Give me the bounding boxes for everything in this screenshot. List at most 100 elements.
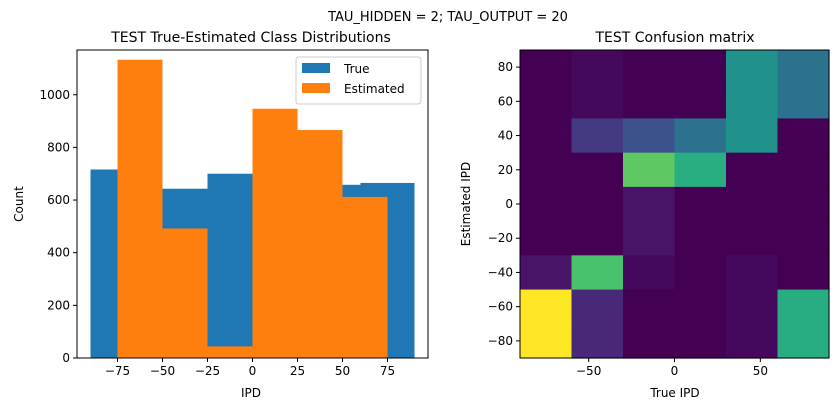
confusion-y-label: Estimated IPD — [459, 162, 473, 246]
histogram-title: TEST True-Estimated Class Distributions — [110, 30, 391, 46]
heatmap-cell — [674, 84, 727, 120]
heatmap-cell — [726, 255, 779, 291]
heatmap-cell — [520, 152, 573, 188]
heatmap-cell — [726, 118, 779, 154]
heatmap-cell — [777, 118, 830, 154]
bar-estimated-2 — [207, 346, 253, 358]
heatmap-cell — [520, 118, 573, 154]
heatmap-cell — [571, 323, 624, 359]
heatmap-cell — [726, 186, 779, 222]
heatmap-cell — [623, 118, 676, 154]
heatmap-cell — [571, 50, 624, 85]
heatmap-cell — [571, 289, 624, 325]
heatmap-cell — [777, 289, 830, 325]
heatmap-cell — [571, 186, 624, 222]
heatmap-cell — [623, 323, 676, 359]
x-tick-label: 50 — [335, 364, 350, 378]
bar-estimated-3 — [252, 108, 298, 358]
heatmap-cell — [623, 186, 676, 222]
histogram-legend: True Estimated — [295, 56, 422, 105]
suptitle: TAU_HIDDEN = 2; TAU_OUTPUT = 20 — [327, 10, 568, 25]
confusion-matrix-chart: TEST Confusion matrix −50 0 50 −80 −60 −40 −2… — [459, 30, 830, 400]
heatmap-cell — [520, 221, 573, 256]
heatmap-cell — [520, 84, 573, 120]
x-tick-label: 75 — [380, 364, 395, 378]
bar-estimated-0 — [117, 59, 163, 358]
heatmap-cell — [623, 221, 676, 256]
x-tick-label: 25 — [290, 364, 305, 378]
heatmap-cell — [777, 255, 830, 291]
y-tick-label: −20 — [488, 231, 513, 245]
legend-swatch-true — [302, 63, 330, 73]
heatmap-cell — [726, 323, 779, 359]
y-tick-label: 400 — [47, 246, 70, 260]
heatmap-cell — [623, 84, 676, 120]
bar-estimated-4 — [297, 130, 343, 358]
y-tick-label: 20 — [498, 163, 513, 177]
heatmap-cell — [623, 50, 676, 85]
confusion-cells — [520, 50, 830, 359]
heatmap-cell — [777, 221, 830, 256]
bar-true-0 — [90, 169, 118, 358]
heatmap-cell — [777, 152, 830, 188]
y-tick-label: −40 — [488, 265, 513, 279]
heatmap-cell — [726, 84, 779, 120]
x-tick-label: −25 — [195, 364, 220, 378]
heatmap-cell — [726, 152, 779, 188]
legend-label-true: True — [343, 62, 370, 76]
y-tick-label: 600 — [47, 193, 70, 207]
y-tick-label: 1000 — [39, 88, 70, 102]
y-tick-label: −80 — [488, 334, 513, 348]
heatmap-cell — [777, 50, 830, 85]
heatmap-cell — [520, 323, 573, 359]
heatmap-cell — [520, 50, 573, 85]
bar-estimated-5 — [342, 196, 388, 358]
y-tick-label: 0 — [505, 197, 513, 211]
heatmap-cell — [571, 118, 624, 154]
heatmap-cell — [520, 255, 573, 291]
heatmap-cell — [674, 152, 727, 188]
y-tick-label: 60 — [498, 94, 513, 108]
heatmap-cell — [623, 152, 676, 188]
heatmap-cell — [674, 50, 727, 85]
y-tick-label: 0 — [62, 351, 70, 365]
histogram-x-ticks: −75 −50 −25 0 25 50 75 — [105, 358, 395, 378]
x-tick-label: −50 — [576, 364, 601, 378]
legend-label-estimated: Estimated — [344, 82, 405, 96]
legend-swatch-estimated — [302, 83, 330, 93]
x-tick-label: 0 — [671, 364, 679, 378]
heatmap-cell — [777, 84, 830, 120]
bar-true-3 — [207, 173, 253, 358]
heatmap-cell — [726, 50, 779, 85]
heatmap-cell — [571, 152, 624, 188]
heatmap-cell — [571, 84, 624, 120]
heatmap-cell — [520, 289, 573, 325]
confusion-x-label: True IPD — [649, 386, 699, 400]
histogram-y-ticks: 0 200 400 600 800 1000 — [39, 88, 77, 365]
heatmap-cell — [674, 289, 727, 325]
x-tick-label: −50 — [150, 364, 175, 378]
histogram-y-label: Count — [12, 186, 26, 222]
heatmap-cell — [726, 289, 779, 325]
heatmap-cell — [777, 323, 830, 359]
heatmap-cell — [674, 118, 727, 154]
heatmap-cell — [571, 255, 624, 291]
bar-true-8 — [387, 182, 415, 358]
confusion-y-ticks: −80 −60 −40 −20 0 20 40 60 80 — [488, 60, 520, 348]
y-tick-label: 800 — [47, 140, 70, 154]
heatmap-cell — [674, 323, 727, 359]
heatmap-cell — [674, 221, 727, 256]
histogram-bars — [90, 59, 415, 358]
y-tick-label: 40 — [498, 129, 513, 143]
x-tick-label: −75 — [105, 364, 130, 378]
heatmap-cell — [520, 186, 573, 222]
y-tick-label: −60 — [488, 300, 513, 314]
heatmap-cell — [674, 255, 727, 291]
heatmap-cell — [777, 186, 830, 222]
x-tick-label: 50 — [753, 364, 768, 378]
y-tick-label: 200 — [47, 298, 70, 312]
histogram-chart: TEST True-Estimated Class Distributions … — [12, 30, 429, 400]
heatmap-cell — [726, 221, 779, 256]
heatmap-cell — [623, 289, 676, 325]
